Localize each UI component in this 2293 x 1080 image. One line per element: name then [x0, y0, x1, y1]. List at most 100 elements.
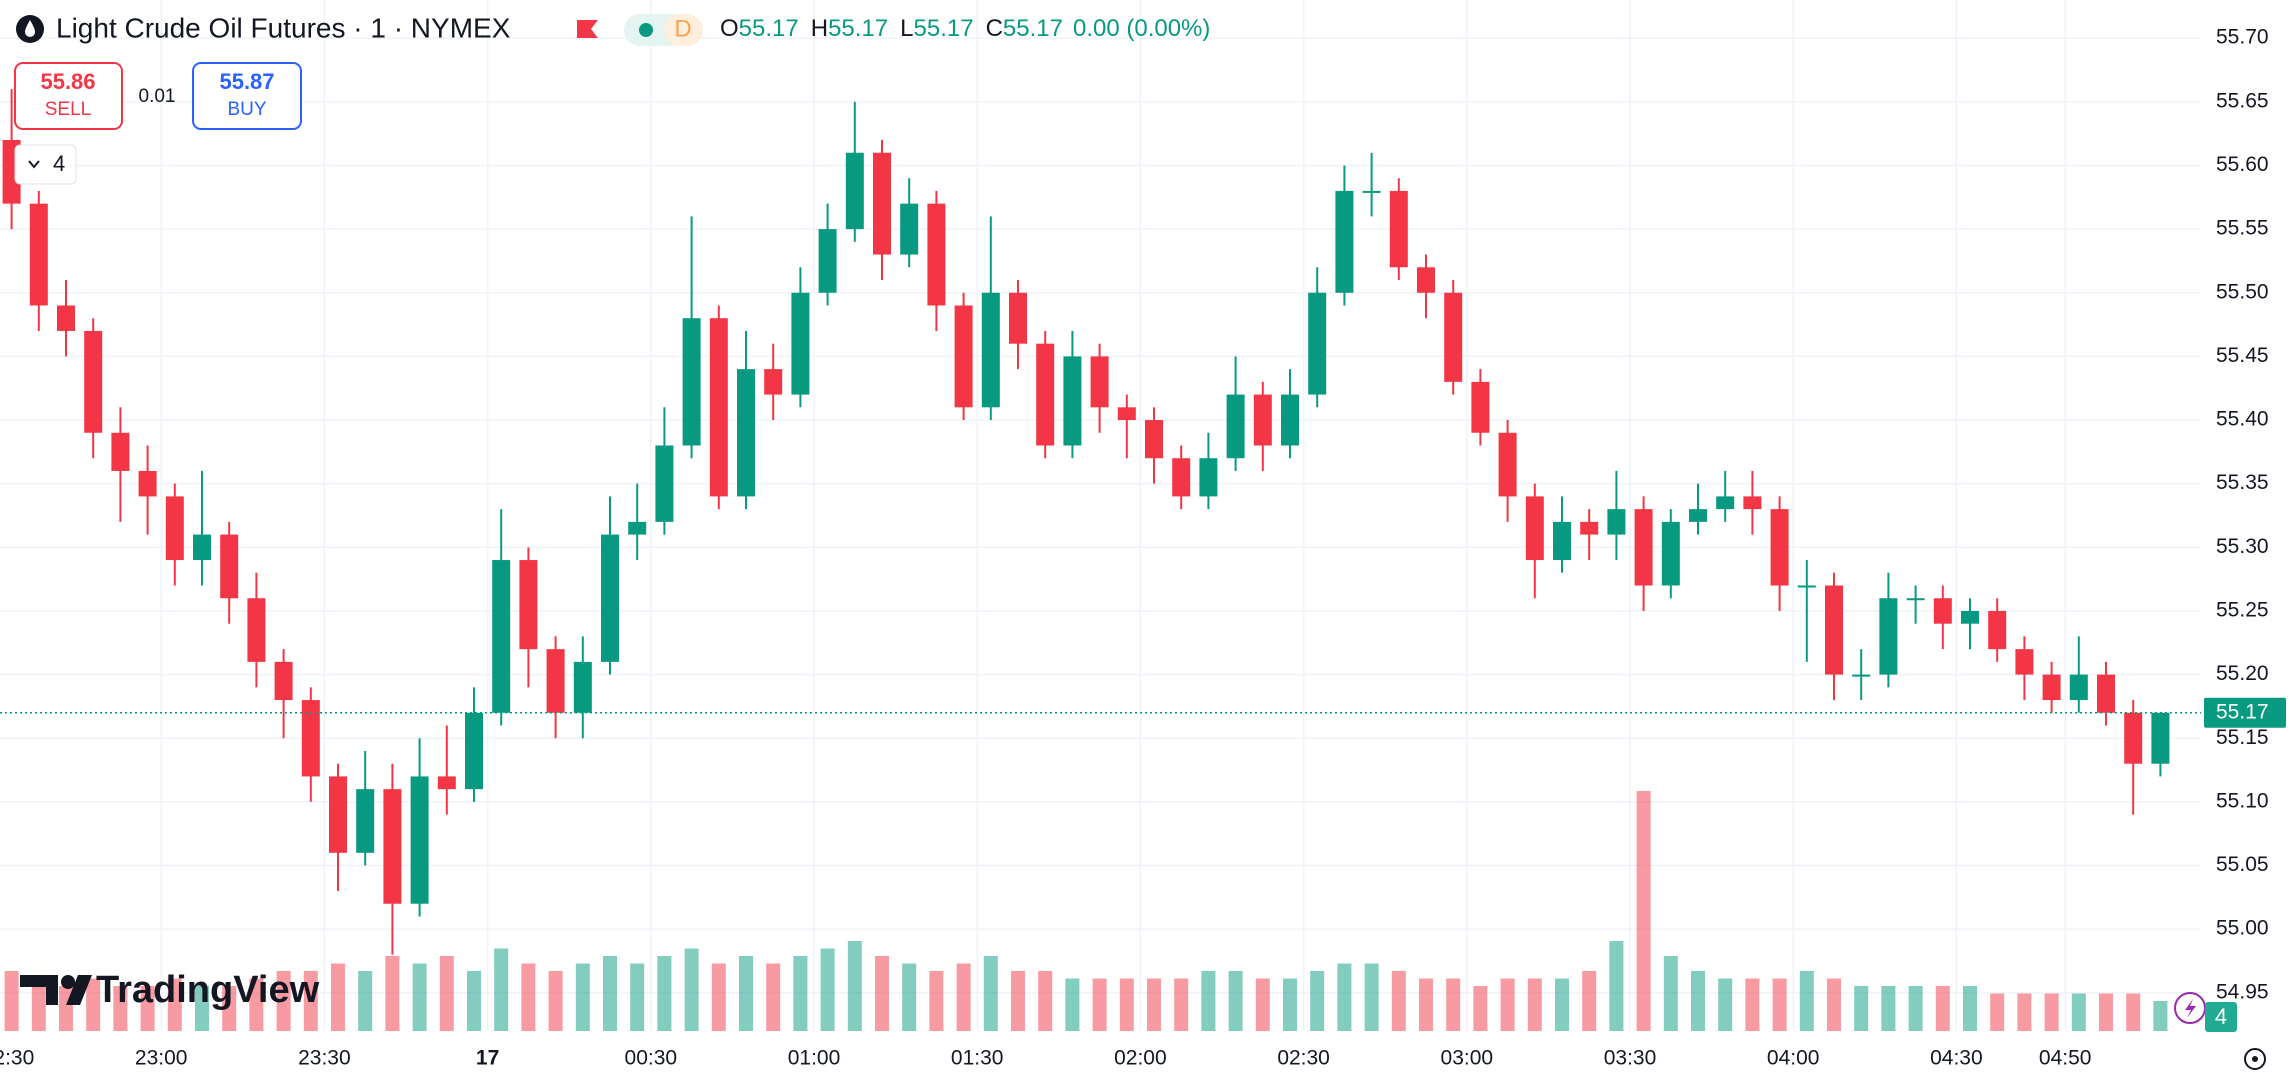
volume-bar	[1038, 971, 1053, 1031]
volume-bar	[1065, 978, 1080, 1031]
volume-bar	[1555, 978, 1569, 1031]
alerts-badge[interactable]	[2205, 1002, 2237, 1032]
candle-body	[1770, 509, 1789, 586]
x-tick-label: 17	[476, 1047, 499, 1070]
volume-bar	[847, 941, 862, 1031]
y-tick-label: 55.30	[2216, 535, 2269, 558]
candle-body	[29, 203, 48, 306]
ohlc-value: 55.17	[739, 15, 799, 42]
x-tick-label: 02:30	[1277, 1047, 1330, 1070]
x-tick-label: 04:50	[2039, 1047, 2092, 1070]
candle-body	[519, 560, 538, 650]
buy-button[interactable]	[192, 62, 302, 130]
volume-bar	[2071, 993, 2086, 1031]
x-tick-label: 04:30	[1930, 1047, 1983, 1070]
chevron	[28, 160, 40, 169]
x-tick-label: 03:00	[1441, 1047, 1494, 1070]
volume-bar	[2126, 993, 2141, 1031]
volume-bar	[1446, 978, 1461, 1031]
volume-bar	[412, 963, 427, 1031]
ohlc-value: 55.17	[914, 15, 974, 42]
candle-body	[655, 445, 674, 522]
candle-body	[356, 789, 375, 853]
candle-body	[927, 203, 946, 306]
candle-body	[193, 534, 211, 561]
volume-bar	[2017, 993, 2032, 1031]
volume-bar	[1799, 971, 1814, 1031]
volume-bar	[1337, 963, 1352, 1031]
x-tick-label: 23:00	[135, 1047, 188, 1070]
candle-body	[1471, 381, 1490, 433]
candle-body	[900, 203, 919, 255]
candle-body	[383, 789, 402, 904]
candle-body	[329, 776, 347, 853]
volume-bar	[711, 963, 726, 1031]
volume-bar	[385, 956, 400, 1031]
volume-bar	[1963, 986, 1977, 1031]
buy-price: 55.87	[219, 69, 274, 94]
candle-body	[1253, 394, 1272, 446]
y-tick-label: 55.15	[2216, 726, 2269, 749]
candle-body	[437, 776, 456, 790]
candle-body	[1825, 585, 1843, 675]
sell-button[interactable]	[14, 62, 123, 130]
symbol-title[interactable]: Light Crude Oil Futures · 1 · NYMEX	[56, 12, 511, 43]
volume-bar	[1364, 963, 1379, 1031]
candle-body	[1716, 496, 1735, 510]
candle-body	[1172, 458, 1191, 497]
volume-bar	[548, 971, 563, 1031]
volume-bar	[113, 986, 128, 1031]
volume-bar	[1772, 978, 1787, 1031]
volume-bar	[983, 956, 998, 1031]
settings-icon[interactable]	[2244, 1048, 2266, 1070]
grid	[0, 0, 2201, 1031]
candle-body	[2097, 674, 2115, 713]
candle-body	[1797, 585, 1816, 588]
candle-body	[873, 152, 891, 255]
alerts-count: 4	[2215, 1004, 2227, 1029]
brand-name: TradingView	[96, 969, 320, 1011]
mode-badge: D	[674, 15, 691, 42]
candle-body	[682, 318, 701, 446]
volume-bar	[1119, 978, 1134, 1031]
candle-body	[1689, 509, 1707, 522]
ohlc-key: C	[986, 15, 1003, 42]
candle-body	[138, 470, 157, 497]
price-axis-bg	[2205, 0, 2293, 1080]
x-tick-label: 00:30	[625, 1047, 678, 1070]
candle-body	[1661, 521, 1680, 586]
candle-body	[1961, 610, 1979, 624]
volume-bar	[303, 971, 318, 1031]
candle-body	[2015, 649, 2034, 675]
volume-bar	[603, 956, 617, 1031]
candle-body	[1580, 521, 1599, 535]
candle-body	[1634, 509, 1653, 586]
candle-body	[165, 496, 184, 561]
indicators-toggle[interactable]	[14, 144, 77, 185]
flag-icon[interactable]	[577, 20, 598, 38]
ohlc-value: 55.17	[828, 15, 888, 42]
volume-bar	[929, 971, 944, 1031]
volume-bar	[1935, 986, 1950, 1031]
candle-body	[1335, 190, 1354, 293]
last-price-label: 55.17	[2216, 700, 2269, 723]
volume-bar	[1582, 971, 1597, 1031]
volume-bar	[1283, 978, 1297, 1031]
y-tick-label: 55.60	[2216, 153, 2269, 176]
y-tick-label: 55.25	[2216, 599, 2269, 622]
volume-bar	[1691, 971, 1705, 1031]
candle-body	[546, 649, 565, 713]
indicators-count: 4	[53, 151, 65, 176]
candle-body	[628, 521, 647, 535]
candle-body	[601, 534, 619, 662]
volume-bar	[1310, 971, 1325, 1031]
candle-body	[1145, 420, 1163, 459]
volume-bar	[1174, 978, 1189, 1031]
volume-bar	[1228, 971, 1243, 1031]
x-tick-label: 01:00	[788, 1047, 841, 1070]
candle-body	[1607, 509, 1626, 535]
symbol-icon-drop	[25, 20, 35, 37]
x-tick-label: 01:30	[951, 1047, 1004, 1070]
